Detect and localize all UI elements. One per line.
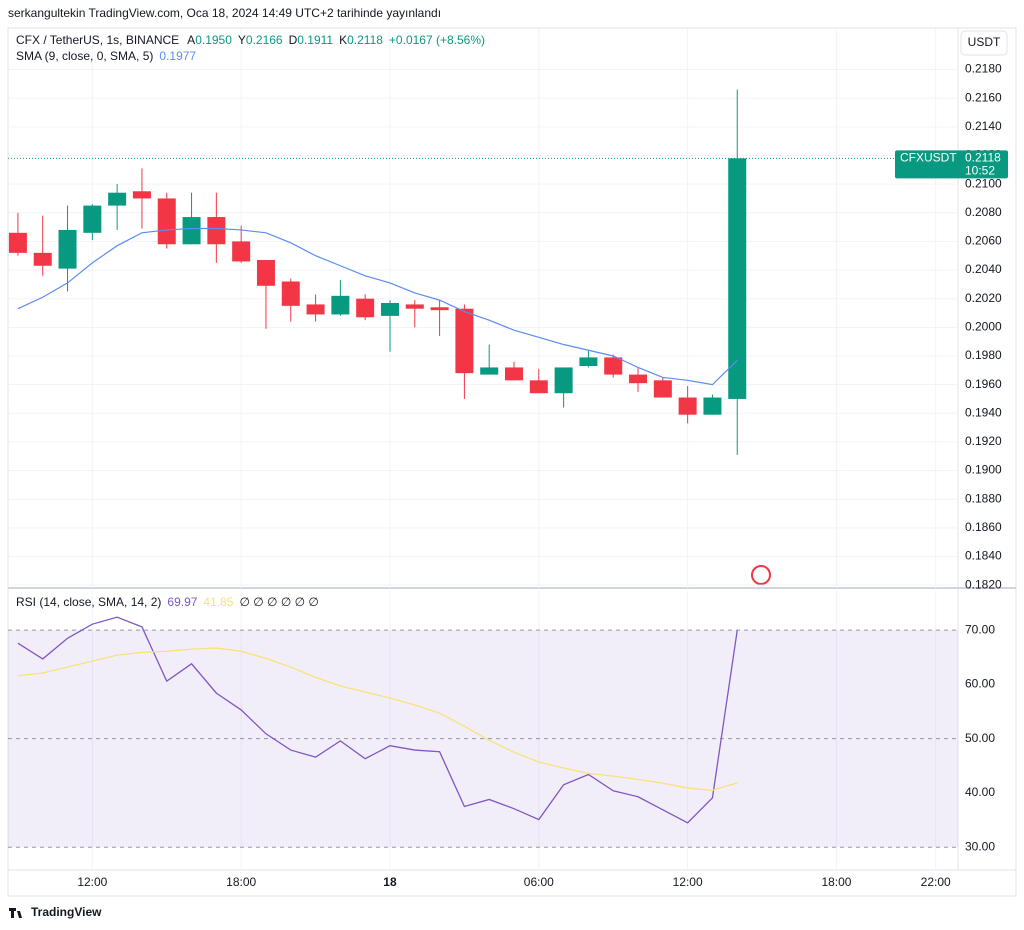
currency-button[interactable] (960, 30, 1008, 56)
ohlc-value: 0.1911 (297, 33, 333, 47)
candle-body (604, 357, 623, 375)
y-tick-label: 0.1940 (965, 405, 1002, 419)
x-tick-label: 12:00 (77, 875, 107, 889)
rsi-line (17, 647, 738, 791)
candle-body (182, 217, 201, 245)
placeholders: ∅ ∅ ∅ ∅ ∅ ∅ (239, 595, 318, 609)
y-tick-label: 50.00 (965, 731, 995, 745)
candle-body (629, 374, 648, 384)
candle-body (703, 397, 722, 415)
y-tick-label: 0.1820 (965, 577, 1002, 591)
candle-body (33, 252, 52, 266)
ohlc-value: 0.1950 (195, 33, 232, 47)
candle-body (728, 158, 747, 399)
change: +0.0167 (+8.56%) (389, 33, 485, 47)
y-tick-label: 0.1900 (965, 463, 1002, 477)
price-tag (895, 150, 1008, 179)
candle-body (331, 295, 350, 315)
x-tick-label: 12:00 (673, 875, 703, 889)
indicator-value: 41.85 (203, 595, 233, 609)
x-tick-label: 18:00 (821, 875, 851, 889)
price-tag-symbol: CFXUSDT (900, 151, 957, 165)
candle-body (653, 380, 672, 398)
y-tick-label: 0.2020 (965, 291, 1002, 305)
candle-body (232, 241, 251, 262)
y-tick-label: 0.2060 (965, 234, 1002, 248)
candle-body (405, 304, 424, 309)
candle-body (480, 367, 499, 375)
indicator-value: 69.97 (167, 595, 197, 609)
candle-body (306, 304, 325, 315)
candle-body (455, 308, 474, 374)
candle-body (505, 367, 524, 381)
symbol-title: CFX / TetherUS, 1s, BINANCE (16, 33, 179, 47)
y-tick-label: 0.2160 (965, 90, 1002, 104)
brand: TradingView (31, 905, 102, 919)
y-tick-label: 0.1920 (965, 434, 1002, 448)
x-tick-label: 22:00 (921, 875, 951, 889)
ohlc-label: K (339, 33, 347, 47)
indicator-value: 0.1977 (159, 49, 196, 63)
y-tick-label: 0.2040 (965, 262, 1002, 276)
candle-body (207, 217, 226, 245)
candle-body (678, 397, 697, 415)
indicator-name: SMA (9, close, 0, SMA, 5) (16, 49, 153, 63)
y-tick-label: 0.2100 (965, 176, 1002, 190)
sma-line (17, 227, 738, 386)
x-tick-label: 18:00 (226, 875, 256, 889)
y-tick-label: 0.2180 (965, 62, 1002, 76)
candle-body (356, 298, 375, 318)
y-tick-label: 0.2000 (965, 320, 1002, 334)
y-tick-label: 0.1980 (965, 348, 1002, 362)
ohlc-label: A (187, 33, 195, 47)
legend: SMA (9, close, 0, SMA, 5) 0.1977 (16, 49, 196, 63)
candle-body (554, 367, 573, 394)
candle-body (132, 191, 151, 199)
candle-body (579, 357, 598, 367)
legend: CFX / TetherUS, 1s, BINANCE A0.1950 Y0.216… (16, 33, 485, 47)
indicator-name: RSI (14, close, SMA, 14, 2) (16, 595, 161, 609)
rsi-line (17, 616, 738, 824)
y-tick-label: 30.00 (965, 839, 995, 853)
y-tick-label: 60.00 (965, 677, 995, 691)
x-tick-label: 06:00 (524, 875, 554, 889)
candle-body (157, 198, 176, 245)
y-tick-label: 0.1840 (965, 549, 1002, 563)
caption: serkangultekin TradingView.com, Oca 18, … (8, 6, 441, 20)
brand-logo: TradingView (9, 905, 102, 919)
candle-body (380, 302, 399, 316)
event-icon[interactable] (751, 565, 771, 585)
y-tick-label: 0.2080 (965, 205, 1002, 219)
candle-body (108, 192, 127, 206)
ohlc-label: D (289, 33, 298, 47)
y-tick-label: 0.2140 (965, 119, 1002, 133)
price-tag-value: 0.2118 (965, 151, 1001, 165)
y-tick-label: 40.00 (965, 785, 995, 799)
y-tick-label: 0.1860 (965, 520, 1002, 534)
candle-body (256, 260, 275, 286)
x-tick-label: 18 (383, 875, 397, 889)
price-tag-countdown: 10:52 (965, 164, 995, 178)
candle-body (83, 205, 102, 233)
candle-body (8, 232, 27, 253)
y-tick-label: 0.1880 (965, 491, 1002, 505)
candle-body (529, 380, 548, 394)
ohlc-label: Y (238, 33, 246, 47)
y-tick-label: 0.1960 (965, 377, 1002, 391)
ohlc-value: 0.2166 (246, 33, 283, 47)
currency[interactable]: USDT (968, 35, 1001, 49)
y-tick-label: 70.00 (965, 622, 995, 636)
candle-body (58, 229, 77, 269)
legend: RSI (14, close, SMA, 14, 2) 69.97 41.85 ∅ ∅… (16, 595, 319, 609)
ohlc-value: 0.2118 (347, 33, 383, 47)
candle-body (430, 307, 449, 311)
candle-body (281, 281, 300, 306)
